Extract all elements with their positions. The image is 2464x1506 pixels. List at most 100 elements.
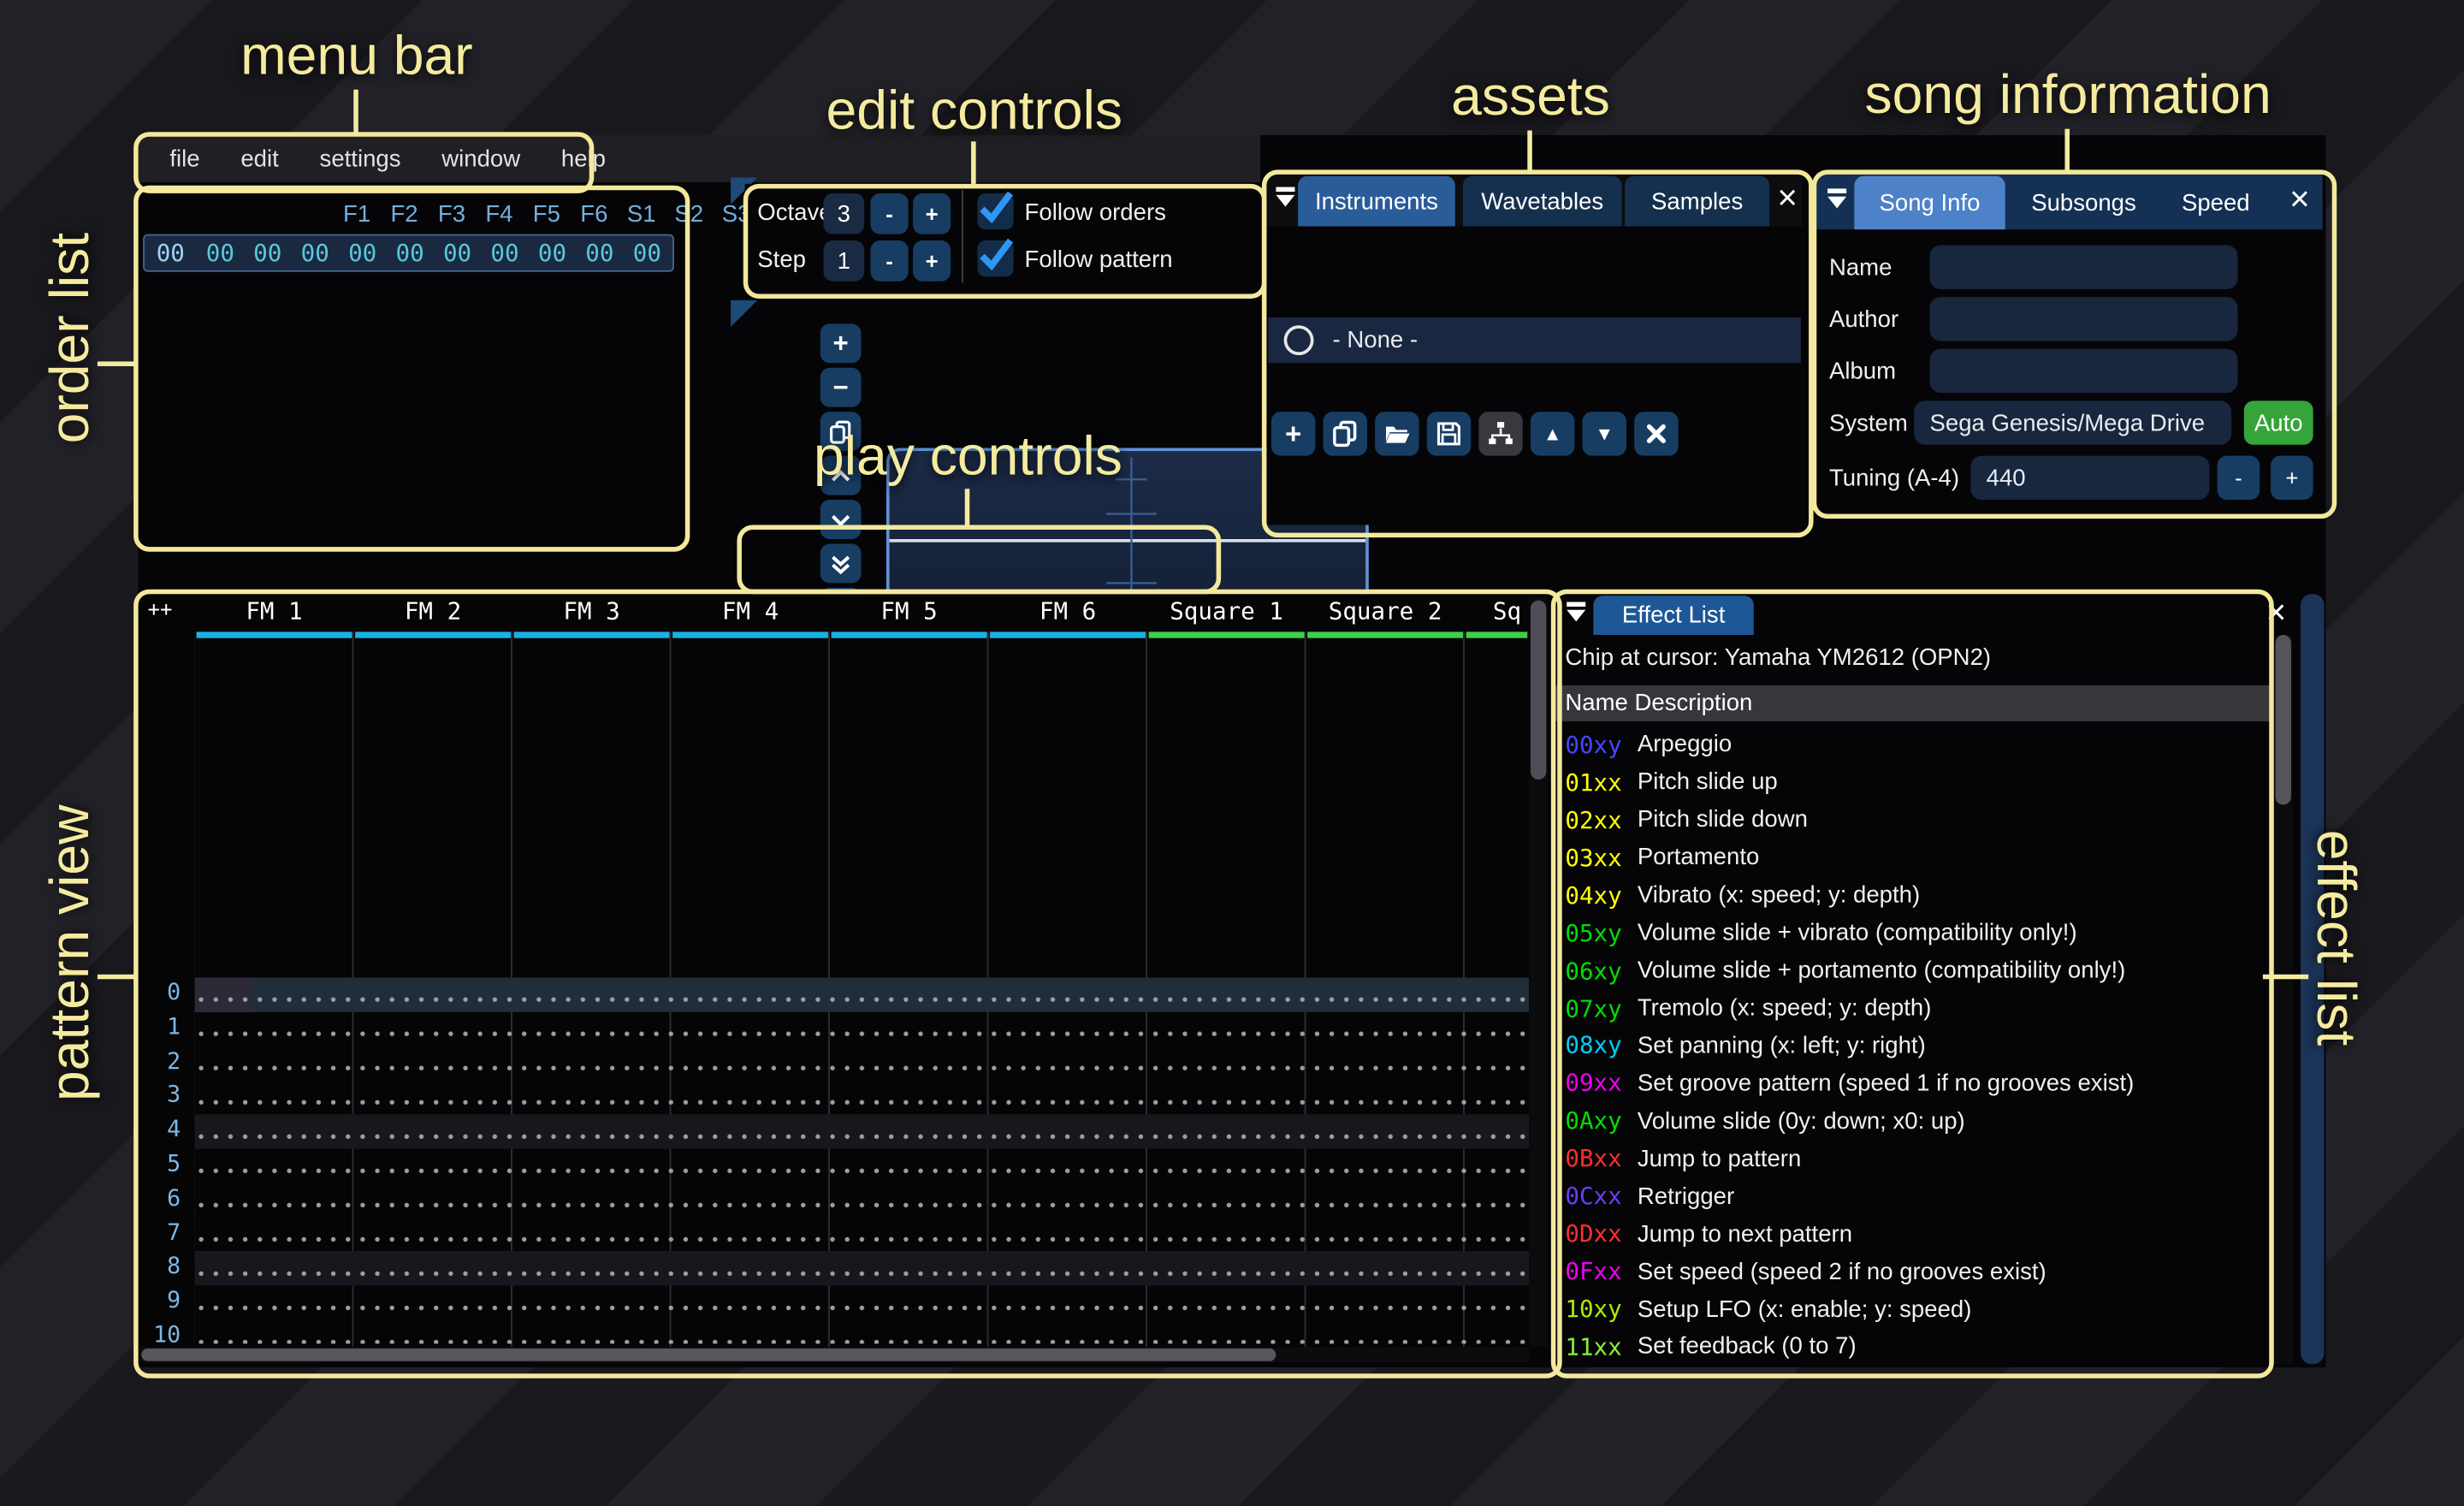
duplicate-order-at-end-button[interactable] <box>820 543 862 584</box>
effect-row[interactable]: 07xy Tremolo (x: speed; y: depth) <box>1555 989 2263 1027</box>
channel-header-fm4[interactable]: FM 4 <box>721 596 779 626</box>
order-cell[interactable]: 00 <box>205 239 234 268</box>
add-asset-button[interactable]: + <box>1270 412 1316 456</box>
tab-effect-list[interactable]: Effect List <box>1593 596 1754 636</box>
move-asset-down-button[interactable]: ▼ <box>1582 412 1627 456</box>
effect-row[interactable]: 01xx Pitch slide up <box>1555 764 2263 802</box>
pattern-horizontal-scrollbar-thumb[interactable] <box>141 1348 1276 1361</box>
delete-asset-button[interactable] <box>1634 412 1679 456</box>
author-field[interactable] <box>1929 297 2238 341</box>
tab-song-info[interactable]: Song Info <box>1854 175 2005 230</box>
collapse-window-icon[interactable] <box>1565 602 1587 624</box>
open-asset-button[interactable] <box>1375 412 1419 456</box>
move-asset-up-button[interactable]: ▲ <box>1530 412 1575 456</box>
duplicate-asset-button[interactable] <box>1323 412 1367 456</box>
duplicate-order-button[interactable] <box>820 412 862 452</box>
tab-subsongs[interactable]: Subsongs <box>2017 176 2149 229</box>
pattern-options-corner[interactable]: ++ <box>147 598 173 623</box>
channel-header-square2[interactable]: Square 2 <box>1328 596 1442 626</box>
effect-row[interactable]: 08xy Set panning (x: left; y: right) <box>1555 1027 2263 1064</box>
instrument-list-item-none[interactable]: - None - <box>1268 317 1801 364</box>
channel-header-fm2[interactable]: FM 2 <box>404 596 462 626</box>
close-icon[interactable]: × <box>2266 592 2287 632</box>
effect-row[interactable]: 0Fxx Set speed (speed 2 if no grooves exi… <box>1555 1253 2263 1290</box>
effect-list-column-header: Name Description <box>1555 685 2272 722</box>
menu-item-edit[interactable]: edit <box>240 145 279 173</box>
tab-samples[interactable]: Samples <box>1625 175 1770 227</box>
effect-list-scrollbar-thumb[interactable] <box>2274 635 2291 805</box>
channel-header-fm6[interactable]: FM 6 <box>1039 596 1097 626</box>
album-field[interactable] <box>1929 348 2238 394</box>
annotation-label-edit-controls: edit controls <box>826 80 1123 142</box>
move-order-down-button[interactable] <box>820 500 862 539</box>
tab-speed[interactable]: Speed <box>2165 176 2266 229</box>
effect-row[interactable]: 06xy Volume slide + portamento (compatibi… <box>1555 952 2263 989</box>
effect-row[interactable]: 0Cxx Retrigger <box>1555 1177 2263 1215</box>
pattern-view-window[interactable]: ++ FM 1 FM 2 FM 3 FM 4 FM 5 FM 6 Square … <box>138 594 1530 1348</box>
channel-header-fm3[interactable]: FM 3 <box>563 596 620 626</box>
order-cell[interactable]: 00 <box>632 239 661 268</box>
remove-order-button[interactable]: − <box>820 367 862 407</box>
order-cell[interactable]: 00 <box>585 239 614 268</box>
menu-item-help[interactable]: help <box>560 145 607 173</box>
instrument-type-icon <box>1283 325 1314 356</box>
follow-orders-checkbox[interactable] <box>977 191 1014 230</box>
channel-header-square1[interactable]: Square 1 <box>1170 596 1283 626</box>
tab-wavetables[interactable]: Wavetables <box>1462 175 1622 227</box>
channel-header-fm1[interactable]: FM 1 <box>246 596 303 626</box>
collapse-window-icon[interactable] <box>1826 188 1848 210</box>
effect-row[interactable]: 09xx Set groove pattern (speed 1 if no gr… <box>1555 1064 2263 1102</box>
save-asset-button[interactable] <box>1426 412 1472 456</box>
channel-header-fm5[interactable]: FM 5 <box>880 596 938 626</box>
order-cell[interactable]: 00 <box>537 239 567 268</box>
step-increase-button[interactable]: + <box>913 240 951 282</box>
order-col-header: F4 <box>485 201 513 228</box>
collapse-window-icon[interactable] <box>1275 187 1297 210</box>
order-cell[interactable]: 00 <box>348 239 377 268</box>
octave-value-field[interactable]: 3 <box>823 193 865 234</box>
close-icon[interactable]: × <box>1777 177 1798 217</box>
effect-code: 0Axy <box>1565 1106 1622 1135</box>
move-order-up-button[interactable] <box>820 455 862 495</box>
effect-list-window <box>1555 594 2298 1365</box>
effect-row[interactable]: 05xy Volume slide + vibrato (compatibilit… <box>1555 914 2263 952</box>
effect-row[interactable]: 0Bxx Jump to pattern <box>1555 1140 2263 1177</box>
x-icon <box>1645 423 1667 445</box>
effect-row[interactable]: 0Dxx Jump to next pattern <box>1555 1215 2263 1253</box>
order-cell[interactable]: 00 <box>300 239 329 268</box>
annotation-label-song-information: song information <box>1864 64 2272 126</box>
order-row-selected[interactable]: 00 00 00 00 00 00 00 00 00 00 00 <box>143 234 674 272</box>
step-value-field[interactable]: 1 <box>823 240 865 282</box>
tuning-increase-button[interactable]: + <box>2271 455 2313 501</box>
octave-decrease-button[interactable]: - <box>870 193 909 234</box>
step-decrease-button[interactable]: - <box>870 240 909 282</box>
order-cell[interactable]: 00 <box>442 239 472 268</box>
effect-row[interactable]: 11xx Set feedback (0 to 7) <box>1555 1328 2263 1366</box>
system-field[interactable]: Sega Genesis/Mega Drive <box>1914 400 2232 445</box>
tuning-decrease-button[interactable]: - <box>2217 455 2260 501</box>
toggle-folders-button[interactable] <box>1478 412 1523 456</box>
follow-pattern-checkbox[interactable] <box>977 238 1014 277</box>
system-auto-button[interactable]: Auto <box>2243 400 2313 445</box>
effect-row[interactable]: 03xx Portamento <box>1555 839 2263 876</box>
menu-item-file[interactable]: file <box>169 145 200 173</box>
pattern-vertical-scrollbar-thumb[interactable] <box>1530 600 1547 780</box>
channel-header-clipped[interactable]: Sq <box>1492 596 1522 626</box>
effect-row[interactable]: 02xx Pitch slide down <box>1555 802 2263 839</box>
effect-code: 0Bxx <box>1565 1144 1622 1173</box>
octave-increase-button[interactable]: + <box>913 193 951 234</box>
effect-row[interactable]: 0Axy Volume slide (0y: down; x0: up) <box>1555 1102 2263 1140</box>
tuning-field[interactable]: 440 <box>1970 455 2210 501</box>
add-order-button[interactable]: + <box>820 323 862 364</box>
menu-item-window[interactable]: window <box>441 145 521 173</box>
effect-row[interactable]: 10xy Setup LFO (x: enable; y: speed) <box>1555 1290 2263 1328</box>
close-icon[interactable]: × <box>2289 179 2310 219</box>
menu-item-settings[interactable]: settings <box>319 145 401 173</box>
order-cell[interactable]: 00 <box>490 239 519 268</box>
order-cell[interactable]: 00 <box>395 239 424 268</box>
effect-row[interactable]: 04xy Vibrato (x: speed; y: depth) <box>1555 876 2263 914</box>
effect-row[interactable]: 00xy Arpeggio <box>1555 726 2263 764</box>
tab-instruments[interactable]: Instruments <box>1298 175 1455 227</box>
name-field[interactable] <box>1929 245 2238 289</box>
order-cell[interactable]: 00 <box>253 239 282 268</box>
